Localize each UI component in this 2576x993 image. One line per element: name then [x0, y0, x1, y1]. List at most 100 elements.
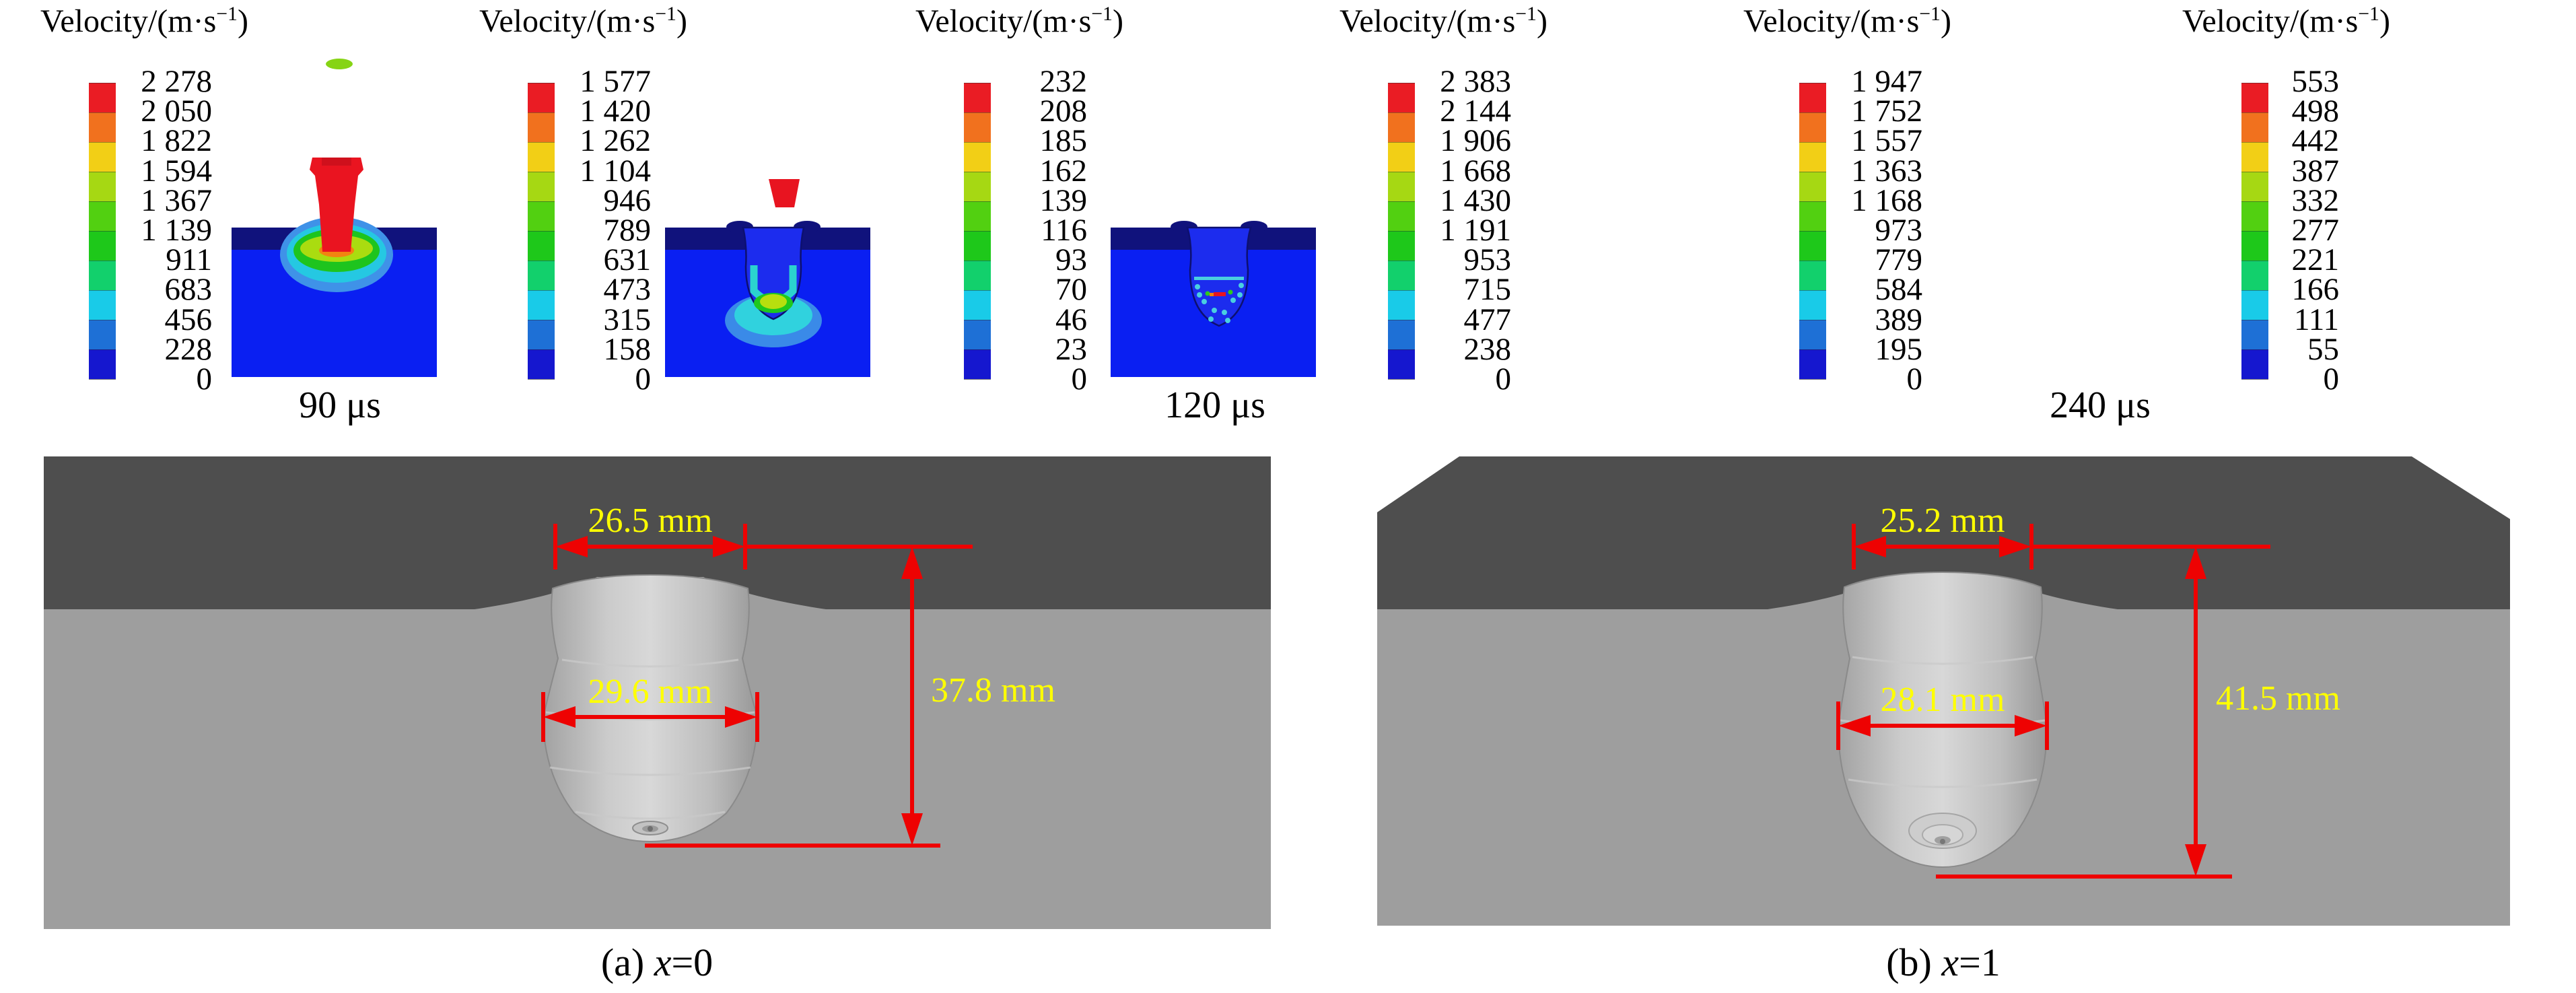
caption-prefix: (a) — [600, 940, 654, 984]
colorbar-segment — [1388, 290, 1415, 320]
dimension-depth — [901, 547, 923, 846]
jet-shape — [310, 158, 363, 252]
colorbar-title-close: ) — [237, 3, 248, 39]
colorbar-segment — [964, 112, 991, 142]
colorbar-segment — [1388, 349, 1415, 379]
colorbar-tick-label: 2 278 — [141, 64, 212, 99]
colorbar-segment — [89, 142, 116, 172]
colorbar-title-close: ) — [2379, 3, 2390, 39]
colorbar-tick-label: 631 — [603, 242, 652, 278]
colorbar-title-base: Velocity/(m·s — [1339, 3, 1516, 39]
colorbar-segment — [1799, 142, 1826, 172]
colorbar-tick-label: 1 430 — [1440, 182, 1511, 218]
colorbar-segment — [89, 201, 116, 231]
colorbar-tick-label: 315 — [603, 302, 652, 337]
colorbar-segment — [528, 261, 555, 290]
entrance-width-label: 26.5 mm — [588, 502, 713, 540]
colorbar-segment — [1388, 201, 1415, 231]
colorbar-tick-label: 0 — [635, 361, 652, 397]
colorbar-segment — [2241, 112, 2268, 142]
colorbar-tick-label: 1 668 — [1440, 153, 1511, 189]
colorbar-tick-label: 683 — [164, 272, 213, 308]
colorbar-tick-label: 1 139 — [141, 212, 212, 248]
colorbar-tick-label: 1 363 — [1851, 153, 1922, 189]
colorbar-tick-label: 46 — [1055, 302, 1087, 337]
colorbar-tick-label: 139 — [1039, 182, 1088, 218]
colorbar-segment — [964, 320, 991, 349]
colorbar-tick-label: 442 — [2291, 123, 2340, 159]
colorbar-title: Velocity/(m·s−1) — [40, 3, 248, 40]
sim-panel-4: Velocity/(m·s−1) 2 383 2 144 1 906 1 668 1 4… — [1319, 0, 1753, 438]
caption-variable: x — [1941, 940, 1959, 984]
colorbar-title-close: ) — [1536, 3, 1547, 39]
colorbar-segment — [528, 83, 555, 112]
colorbar-tick-label: 1 104 — [580, 153, 651, 189]
colorbar — [2241, 83, 2268, 380]
caption-value: =1 — [1959, 940, 2000, 984]
colorbar-segment — [1799, 112, 1826, 142]
depth-label: 37.8 mm — [931, 671, 1055, 710]
caption-a: (a) x=0 — [448, 940, 866, 985]
colorbar-segment — [964, 261, 991, 290]
colorbar-segment — [89, 112, 116, 142]
sim-panel-1: Velocity/(m·s−1) 2 278 2 050 1 822 1 594 1 3… — [0, 0, 437, 438]
colorbar-tick-label: 166 — [2291, 272, 2340, 308]
colorbar-title-sup: −1 — [1919, 3, 1941, 25]
colorbar-segment — [964, 83, 991, 112]
colorbar-segment — [1388, 172, 1415, 201]
depth-label: 41.5 mm — [2216, 679, 2340, 718]
time-label: 120 μs — [1164, 384, 1265, 426]
colorbar-tick-label: 1 367 — [141, 182, 212, 218]
colorbar-segment — [964, 231, 991, 261]
colorbar-title: Velocity/(m·s−1) — [1339, 3, 1547, 40]
colorbar-tick-label: 228 — [164, 331, 213, 367]
colorbar-tick-label: 0 — [196, 361, 213, 397]
colorbar-title-sup: −1 — [2358, 3, 2379, 25]
colorbar-tick-label: 498 — [2291, 94, 2340, 129]
colorbar-segment — [2241, 83, 2268, 112]
colorbar-tick-label: 23 — [1055, 331, 1087, 367]
colorbar-tick-label: 1 906 — [1440, 123, 1511, 159]
colorbar-segment — [1799, 349, 1826, 379]
colorbar-segment — [2241, 142, 2268, 172]
colorbar-tick-label: 1 947 — [1851, 64, 1922, 99]
debris-specks-green — [1205, 289, 1233, 296]
colorbar-tick-label: 584 — [1875, 272, 1923, 308]
colorbar-ticks: 553 498 442 387 332 277 221 166 111 55 0 — [2272, 66, 2340, 395]
colorbar-ticks: 2 278 2 050 1 822 1 594 1 367 1 139 911 683 456 2… — [121, 64, 213, 397]
colorbar-segment — [2241, 172, 2268, 201]
colorbar-ticks: 1 577 1 420 1 262 1 104 946 789 631 473 315 158 0 — [560, 64, 652, 397]
colorbar-segment — [1799, 83, 1826, 112]
colorbar-tick-label: 1 191 — [1440, 212, 1511, 248]
colorbar-tick-label: 70 — [1055, 272, 1087, 308]
colorbar-tick-label: 0 — [1495, 361, 1512, 397]
colorbar — [89, 83, 116, 380]
sim-panel-3: Velocity/(m·s−1) 232 208 185 162 139 116 93 70 4… — [875, 0, 2151, 438]
colorbar-tick-label: 0 — [1071, 361, 1088, 397]
colorbar-title-close: ) — [1940, 3, 1951, 39]
colorbar-segment — [1388, 231, 1415, 261]
colorbar-tick-label: 456 — [164, 302, 213, 337]
colorbar-tick-label: 116 — [1041, 212, 1087, 248]
colorbar-tick-label: 477 — [1463, 302, 1512, 337]
time-label: 90 μs — [299, 384, 381, 426]
colorbar-tick-label: 195 — [1875, 331, 1923, 367]
colorbar-title: Velocity/(m·s−1) — [479, 3, 687, 40]
colorbar-segment — [89, 172, 116, 201]
colorbar-segment — [1799, 172, 1826, 201]
colorbar-tick-label: 1 577 — [580, 64, 651, 99]
ground-top-surface — [1377, 456, 2510, 609]
colorbar-tick-label: 208 — [1039, 94, 1088, 129]
colorbar-segment — [528, 231, 555, 261]
colorbar-segment — [2241, 261, 2268, 290]
colorbar-segment — [964, 201, 991, 231]
cavity-width-label: 28.1 mm — [1881, 681, 2005, 719]
colorbar-ticks: 1 947 1 752 1 557 1 363 1 168 973 779 584 389 195… — [1832, 64, 1923, 395]
colorbar — [1388, 83, 1415, 380]
colorbar-tick-label: 1 262 — [580, 123, 651, 159]
colorbar-title-base: Velocity/(m·s — [40, 3, 217, 39]
colorbar-segment — [1388, 112, 1415, 142]
colorbar — [1799, 83, 1826, 380]
colorbar-title-base: Velocity/(m·s — [479, 3, 656, 39]
colorbar — [964, 83, 991, 380]
